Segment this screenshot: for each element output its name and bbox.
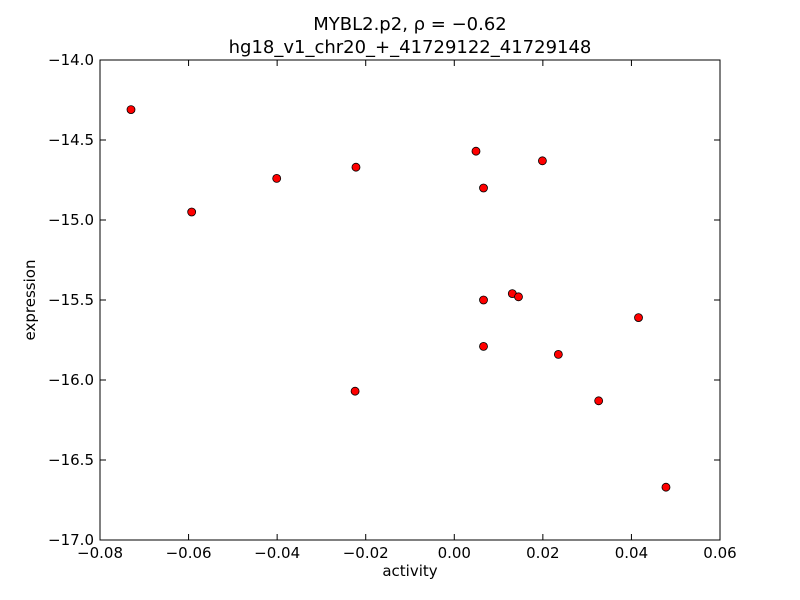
y-tick-label: −16.5 <box>48 451 94 469</box>
y-axis-label: expression <box>21 260 39 341</box>
x-tick-label: −0.04 <box>254 544 300 562</box>
x-tick-label: 0.06 <box>703 544 736 562</box>
data-point <box>351 162 361 172</box>
data-point <box>187 207 197 217</box>
x-tick-label: 0.00 <box>438 544 471 562</box>
y-tick-label: −17.0 <box>48 531 94 549</box>
y-tick-label: −15.0 <box>48 211 94 229</box>
y-tick-label: −15.5 <box>48 291 94 309</box>
plot-area <box>100 60 720 540</box>
data-point <box>350 386 360 396</box>
x-tick-label: 0.02 <box>526 544 559 562</box>
x-tick-label: −0.02 <box>343 544 389 562</box>
data-point <box>479 341 488 351</box>
data-point <box>479 183 488 193</box>
x-tick-label: −0.08 <box>77 544 123 562</box>
data-points <box>126 105 671 492</box>
x-axis-ticks: −0.08 −0.06 −0.04 −0.02 0.00 0.02 0.04 0.06 <box>77 60 737 562</box>
data-point <box>471 146 481 156</box>
y-axis-ticks: −14.0 −14.5 −15.0 −15.5 −16.0 −16.5 −17.0 <box>48 51 720 549</box>
data-point <box>538 156 547 166</box>
chart-title: MYBL2.p2, ρ = −0.62 <box>313 14 507 35</box>
x-axis-label: activity <box>382 562 437 580</box>
data-point <box>553 349 563 359</box>
y-tick-label: −14.5 <box>48 131 94 149</box>
chart-subtitle: hg18_v1_chr20_+_41729122_41729148 <box>229 37 592 58</box>
data-point <box>594 396 604 406</box>
data-point <box>661 482 671 492</box>
data-point <box>514 292 523 302</box>
data-point <box>479 295 488 305</box>
y-tick-label: −16.0 <box>48 371 94 389</box>
data-point <box>272 173 282 183</box>
x-tick-label: 0.04 <box>615 544 648 562</box>
y-tick-label: −14.0 <box>48 51 94 69</box>
x-tick-label: −0.06 <box>166 544 212 562</box>
data-point <box>126 105 136 114</box>
data-point <box>634 313 643 323</box>
plot-frame <box>99 59 721 541</box>
